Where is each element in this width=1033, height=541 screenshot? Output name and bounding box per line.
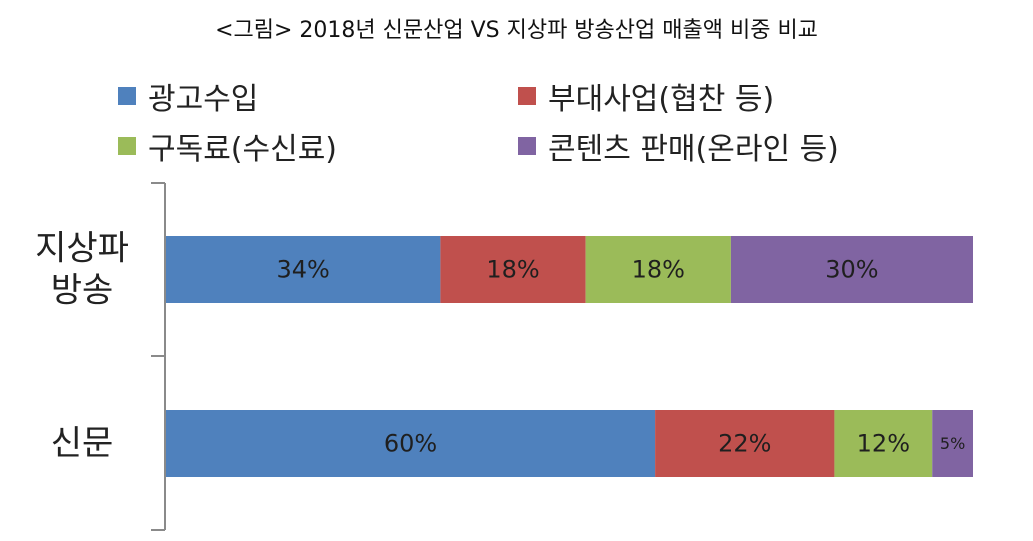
category-label: 방송 xyxy=(51,271,114,311)
bar-segment xyxy=(655,410,835,477)
data-label: 22% xyxy=(718,430,771,458)
category-label: 지상파 xyxy=(35,229,129,269)
legend-swatch xyxy=(118,137,136,155)
data-label: 12% xyxy=(857,430,910,458)
bar-segment xyxy=(166,410,656,477)
legend-label: 부대사업(협찬 등) xyxy=(548,82,775,117)
legend-label: 콘텐츠 판매(온라인 등) xyxy=(548,132,839,167)
legend-item: 부대사업(협찬 등) xyxy=(518,76,775,117)
legend-swatch xyxy=(518,87,536,105)
legend-label: 광고수입 xyxy=(148,82,259,117)
data-label: 60% xyxy=(384,430,437,458)
legend-swatch xyxy=(118,87,136,105)
data-label: 18% xyxy=(486,256,539,284)
data-label: 30% xyxy=(825,256,878,284)
chart-legend: 광고수입 부대사업(협찬 등) 구독료(수신료) 콘텐츠 판매(온라인 등) xyxy=(0,0,1033,180)
legend-label: 구독료(수신료) xyxy=(148,132,338,167)
data-label: 34% xyxy=(277,256,330,284)
bar-segment xyxy=(730,236,973,303)
chart-title: <그림> 2018년 신문산업 VS 지상파 방송산업 매출액 비중 비교 xyxy=(215,18,818,43)
data-label: 18% xyxy=(632,256,685,284)
legend-item: 광고수입 xyxy=(118,76,259,117)
legend-item: 콘텐츠 판매(온라인 등) xyxy=(518,126,839,167)
category-label: 신문 xyxy=(51,424,114,464)
legend-item: 구독료(수신료) xyxy=(118,126,338,167)
bar-segment xyxy=(166,236,441,303)
legend-swatch xyxy=(518,137,536,155)
bar-segment xyxy=(585,236,731,303)
data-label: 5% xyxy=(940,434,965,453)
bar-segment xyxy=(440,236,586,303)
bar-segment xyxy=(932,410,973,477)
bar-segment xyxy=(834,410,933,477)
